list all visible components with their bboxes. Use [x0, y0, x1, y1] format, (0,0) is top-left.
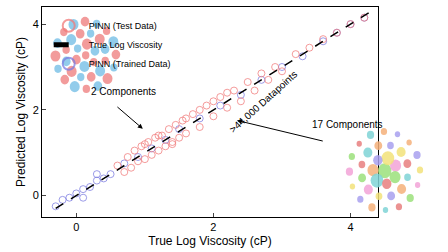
svg-text:Predicted Log Viscosity (cP): Predicted Log Viscosity (cP): [14, 37, 28, 187]
svg-text:True Log Viscosity: True Log Viscosity: [89, 40, 163, 50]
svg-text:17 Components: 17 Components: [312, 119, 383, 130]
svg-text:2: 2: [33, 104, 39, 116]
svg-text:PINN (Test Data): PINN (Test Data): [89, 21, 157, 31]
svg-text:0: 0: [73, 221, 79, 233]
svg-text:True Log Viscosity (cP): True Log Viscosity (cP): [148, 234, 271, 248]
svg-text:4: 4: [348, 221, 354, 233]
svg-text:2 Components: 2 Components: [91, 86, 156, 97]
svg-text:0: 0: [33, 189, 39, 201]
svg-text:4: 4: [33, 18, 39, 30]
svg-text:2: 2: [210, 221, 216, 233]
svg-text:PINN (Trained Data): PINN (Trained Data): [89, 59, 171, 69]
svg-text:>44,000 Datapoints: >44,000 Datapoints: [227, 69, 299, 135]
